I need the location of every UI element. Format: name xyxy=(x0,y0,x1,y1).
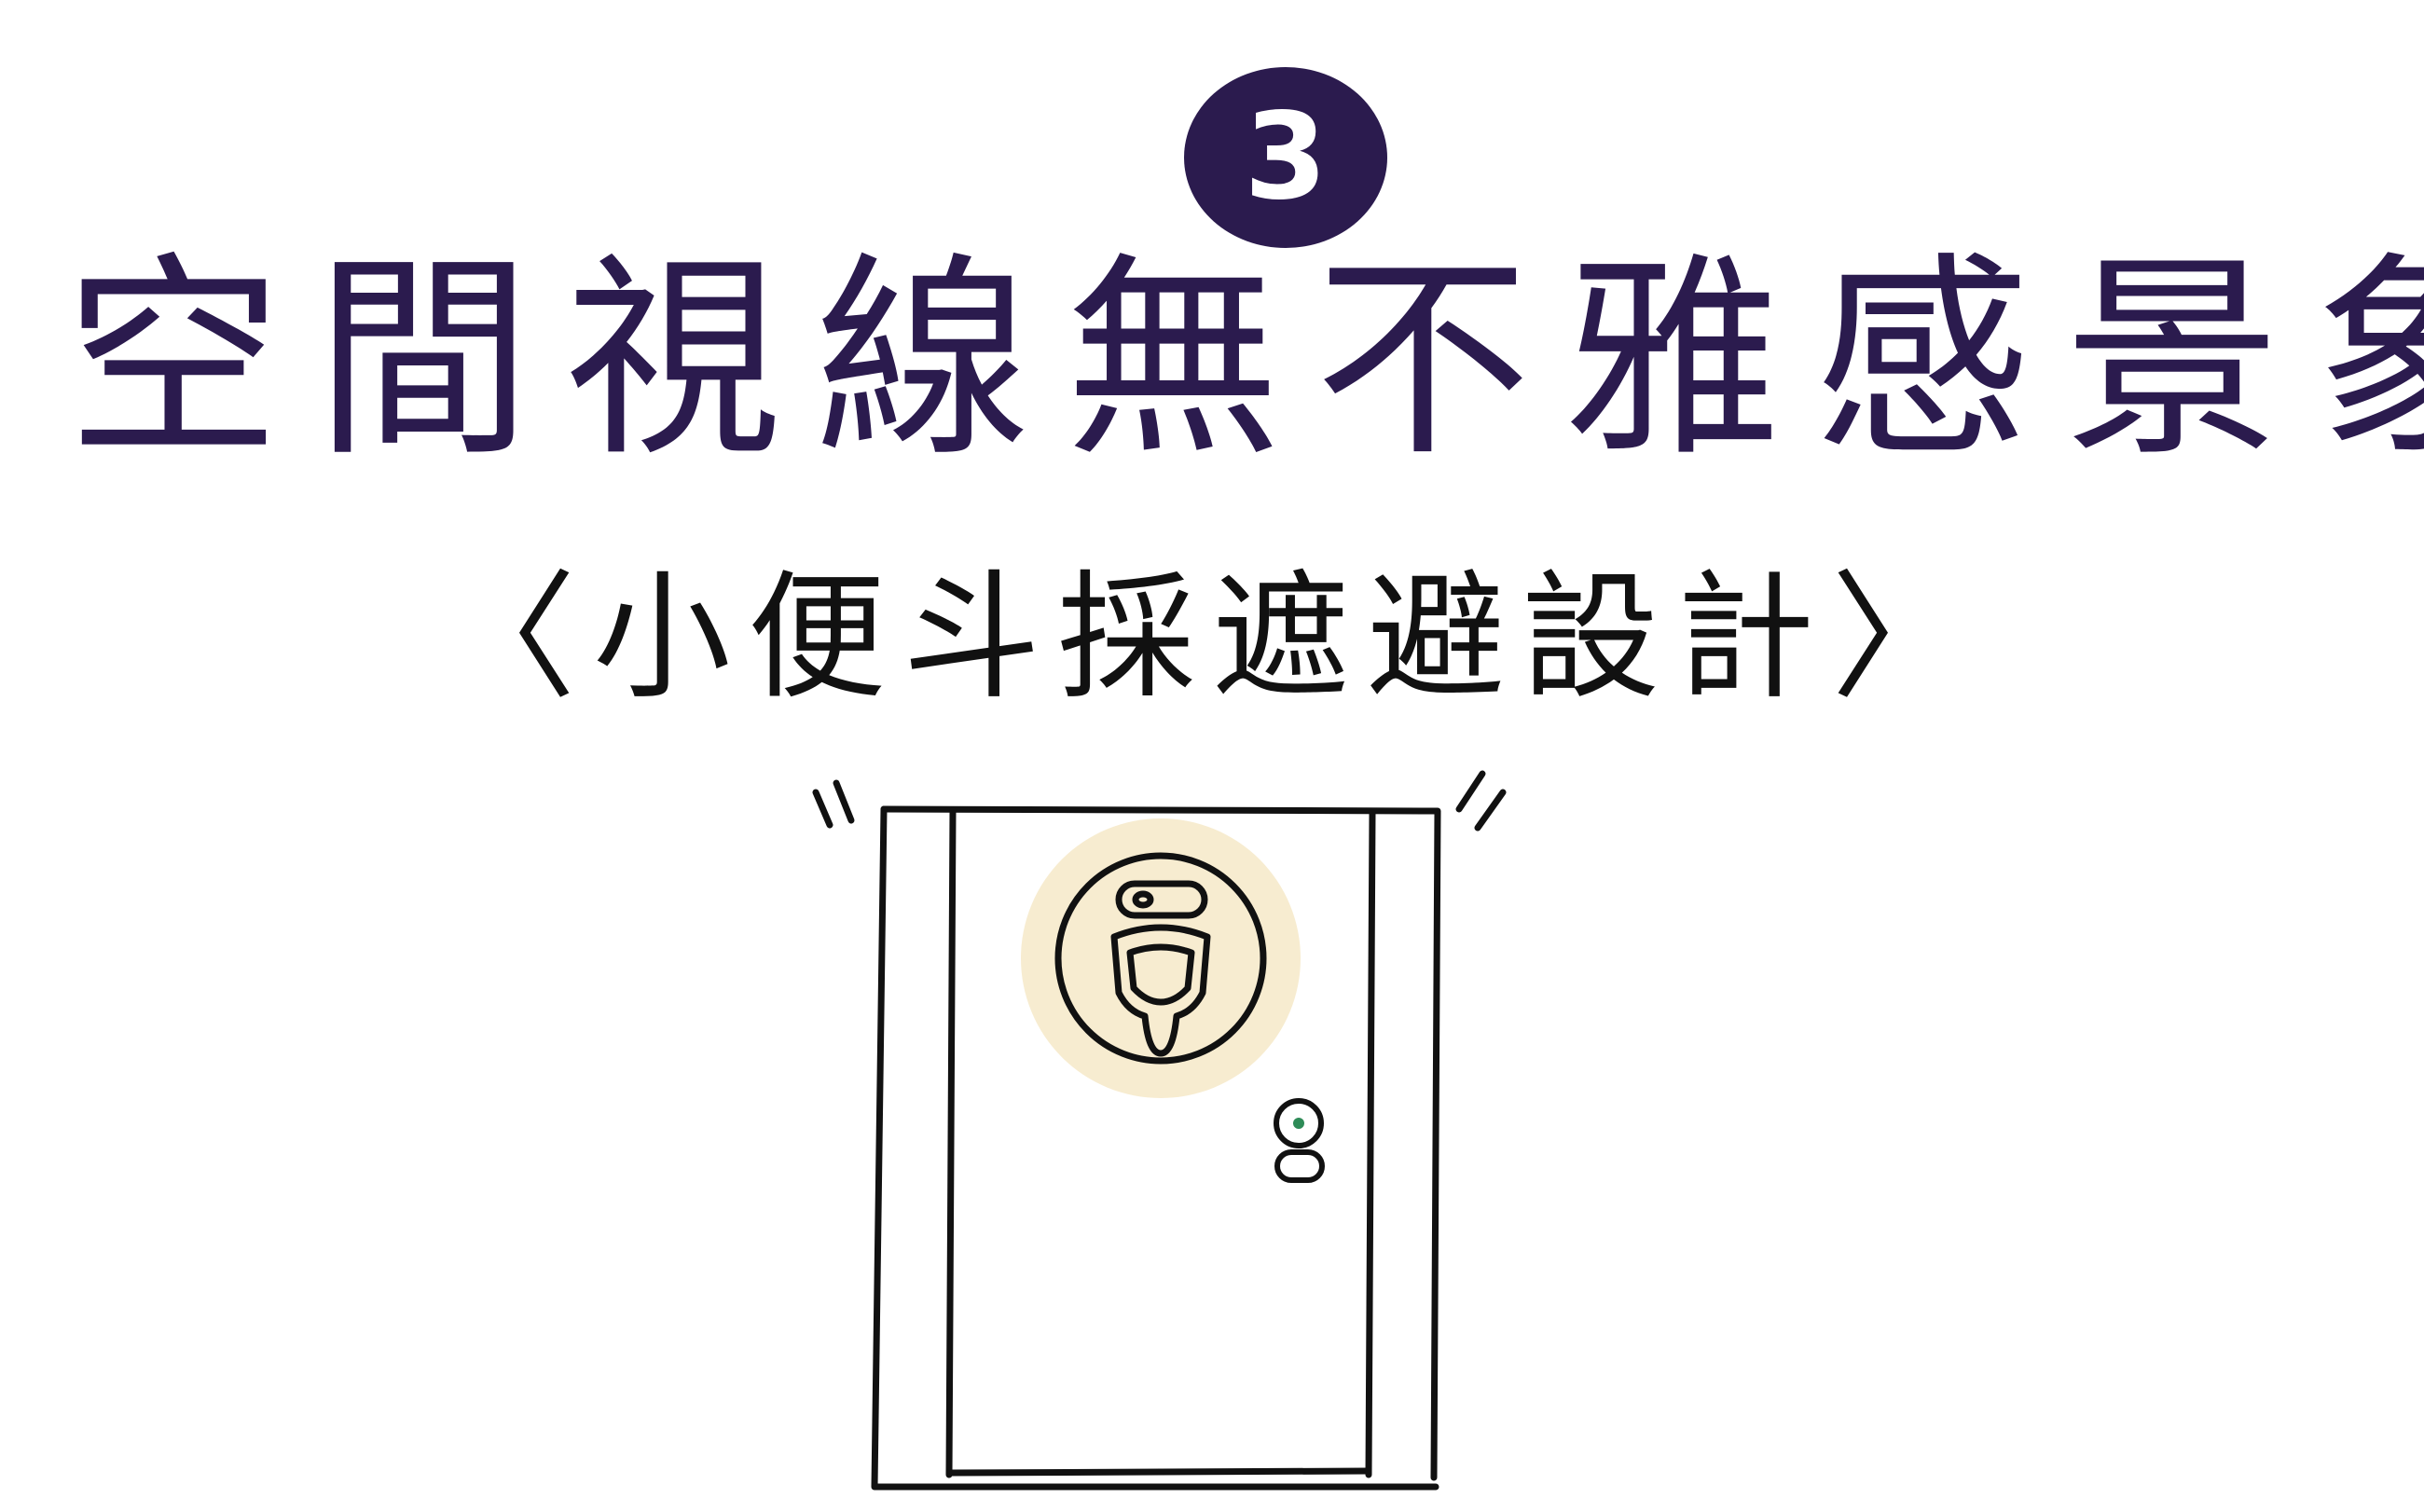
sign-glow xyxy=(1021,818,1301,1098)
door-icon xyxy=(871,805,1441,1491)
urinal-icon xyxy=(1054,852,1267,1065)
emphasis-marks-icon xyxy=(812,770,1507,832)
page-subtitle: 〈小便斗採遮避設計〉 xyxy=(438,557,1986,718)
step-number-badge: 3 xyxy=(1184,67,1387,248)
door-knob-icon xyxy=(1274,1098,1325,1183)
step-number: 3 xyxy=(1244,88,1328,227)
page-title: 空間視線無不雅感景象 xyxy=(65,234,2424,486)
